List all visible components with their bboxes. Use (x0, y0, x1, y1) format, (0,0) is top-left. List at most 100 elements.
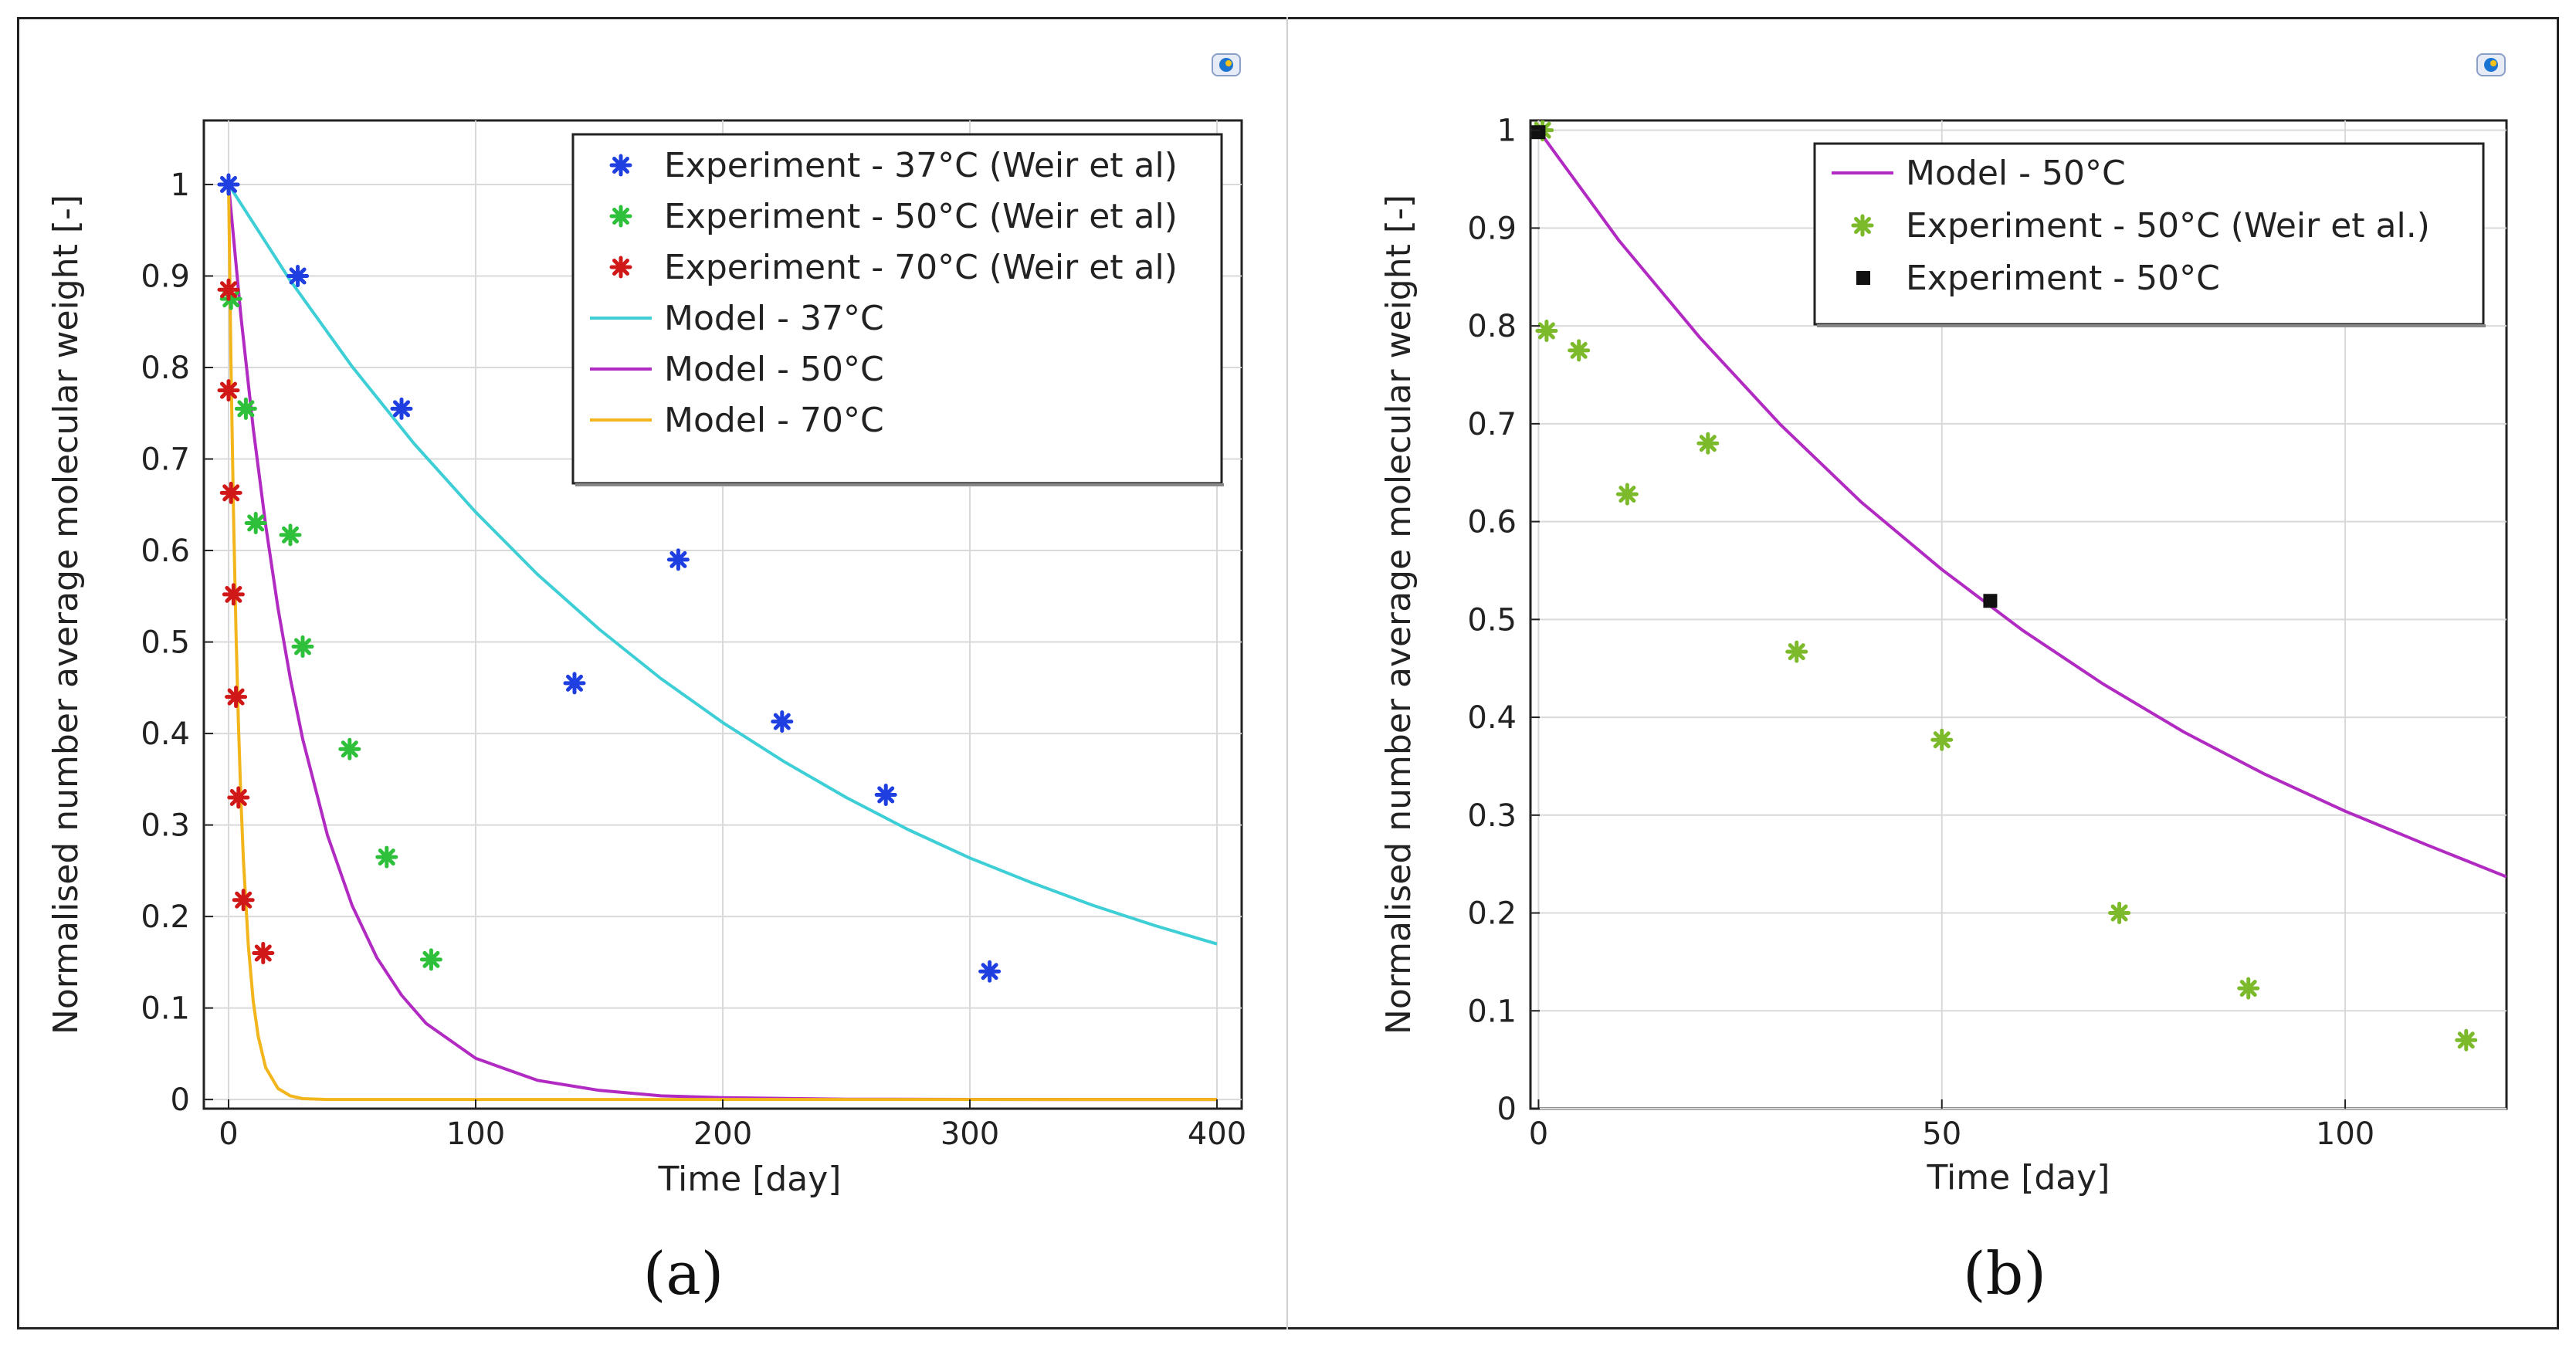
panel-b-legend-label: Experiment - 50°C (Weir et al.) (1906, 206, 2430, 246)
panel-a-y-tick-label: 0.8 (141, 351, 190, 386)
panel-a-y-tick-label: 0 (171, 1082, 190, 1118)
panel-a-legend-label: Experiment - 37°C (Weir et al) (664, 146, 1178, 185)
panel-a-series-1-point (279, 523, 302, 547)
panel-a-series-0-point (978, 960, 1002, 983)
panel-a-series-2-point (222, 583, 245, 606)
panel-a-series-5-line (227, 184, 1217, 1102)
panel-a-legend-label: Model - 37°C (664, 299, 884, 338)
panel-b-series-1-point (1535, 319, 1558, 342)
panel-a-legend-entries: Experiment - 37°C (Weir et al) Experiment… (590, 146, 1178, 440)
panel-a-y-tick-label: 0.3 (141, 808, 190, 844)
panel-b-series-2-square-point (1531, 125, 1546, 140)
panel-a-series-1-point (375, 845, 398, 869)
panel-a-x-tick-label: 100 (446, 1116, 505, 1152)
panel-b-y-tick-label: 0.8 (1467, 309, 1517, 344)
panel-b-series-1-point (1615, 483, 1639, 506)
panel-a-x-tick-label: 200 (693, 1116, 752, 1152)
panel-b-y-tick-label: 0.4 (1467, 700, 1517, 736)
panel-b-y-tick-label: 0.2 (1467, 896, 1517, 932)
panel-a-model-lines (227, 183, 1218, 1102)
panel-a-series-0-point (390, 397, 413, 420)
panel-divider (1286, 17, 1288, 1329)
panel-b: 0 50 100 0 0.1 0.2 0.3 0.4 0.5 0.6 0.7 0.8 0.9 1 Time… (1379, 53, 2508, 1308)
panel-b-legend-entries: Model - 50°C Experiment - 50°C (Weir et a… (1832, 154, 2430, 298)
panel-a-series-2-point (217, 379, 240, 402)
panel-b-legend-square-swatch (1856, 271, 1870, 285)
panel-a-y-tick-label: 0.2 (141, 899, 190, 935)
panel-b-y-axis-label: Normalised number average molecular weig… (1379, 195, 1418, 1035)
panel-a-series-0-point (771, 710, 794, 733)
panel-b-y-tick-label: 0.1 (1467, 994, 1517, 1029)
panel-a: 0 100 200 300 400 0 0.1 0.2 0.3 0.4 0.5 0.6 0.7 0.8 0.… (46, 53, 1246, 1308)
panel-a-legend-box (571, 133, 1223, 485)
panel-b-legend-box (1813, 142, 2485, 326)
panel-a-series-2-point (227, 786, 250, 809)
panel-b-x-tick-label: 100 (2316, 1116, 2374, 1152)
panel-a-series-2-point (219, 481, 242, 504)
legend-shadow (575, 483, 1224, 486)
panel-a-series-1-point (234, 397, 257, 420)
panel-a-series-0-point (874, 783, 897, 806)
panel-a-y-tick-label: 0.5 (141, 625, 190, 661)
panel-a-legend-star-swatch (609, 154, 632, 177)
panel-b-y-tick-label: 0.7 (1467, 407, 1517, 442)
panel-a-x-tick-label: 0 (219, 1116, 238, 1152)
panel-a-legend: Experiment - 37°C (Weir et al) Experiment… (571, 133, 1224, 486)
panel-a-x-tick-label: 300 (941, 1116, 999, 1152)
panel-a-y-tick-label: 0.1 (141, 991, 190, 1027)
panel-a-series-1-point (244, 511, 267, 534)
panel-a-series-0-point (217, 173, 240, 196)
panel-b-ticks: 0 50 100 0 0.1 0.2 0.3 0.4 0.5 0.6 0.7 0.8 0.9 1 (1467, 113, 2374, 1152)
panel-a-series-0-point (286, 264, 310, 287)
panel-a-y-axis-label: Normalised number average molecular weig… (46, 195, 86, 1035)
panel-b-legend-star-swatch (1851, 214, 1874, 237)
panel-a-series-2-point (252, 942, 275, 965)
panel-b-series-1-point (2108, 902, 2131, 925)
panel-b-legend: Model - 50°C Experiment - 50°C (Weir et a… (1813, 142, 2486, 327)
panel-b-y-tick-label: 0.6 (1467, 505, 1517, 540)
panel-b-x-tick-label: 0 (1529, 1116, 1548, 1152)
panel-b-series-0-line (1537, 129, 2507, 879)
panel-b-series-1-point (1785, 640, 1808, 663)
panel-a-legend-label: Experiment - 50°C (Weir et al) (664, 197, 1178, 236)
figure-frame (17, 17, 2559, 1329)
panel-a-series-1-point (338, 737, 361, 760)
panel-b-y-tick-label: 0.3 (1467, 798, 1517, 834)
panel-a-experiment-points (217, 173, 1002, 983)
panel-a-series-3-line (227, 183, 1218, 946)
panel-b-model-lines (1537, 129, 2507, 879)
panel-a-series-0-point (563, 672, 586, 695)
panel-a-series-0-point (666, 548, 690, 571)
legend-shadow (1817, 324, 2486, 327)
panel-b-x-tick-label: 50 (1922, 1116, 1961, 1152)
panel-a-series-2-point (225, 686, 248, 709)
panel-a-y-tick-label: 0.9 (141, 259, 190, 294)
panel-b-legend-label: Model - 50°C (1906, 154, 2126, 193)
panel-a-logo-icon (1212, 53, 1241, 76)
panel-a-series-2-point (232, 889, 255, 912)
panel-b-y-tick-label: 0.5 (1467, 602, 1517, 638)
panel-a-caption: (a) (643, 1239, 724, 1308)
panel-a-y-tick-label: 0.7 (141, 442, 190, 478)
panel-b-series-2-square-point (1983, 594, 1998, 608)
panel-a-x-tick-label: 400 (1188, 1116, 1246, 1152)
panel-b-series-1-point (1696, 432, 1720, 455)
panel-a-series-1-point (419, 948, 442, 971)
panel-a-series-1-point (291, 635, 314, 658)
panel-b-series-1-point (1568, 339, 1591, 362)
panel-a-y-tick-label: 0.6 (141, 533, 190, 569)
panel-b-series-1-point (2237, 977, 2260, 1000)
panel-a-legend-star-swatch (609, 256, 632, 279)
panel-a-legend-label: Model - 70°C (664, 401, 884, 440)
panel-a-legend-star-swatch (609, 205, 632, 228)
panel-a-legend-label: Experiment - 70°C (Weir et al) (664, 248, 1178, 287)
panel-b-y-tick-label: 0 (1497, 1092, 1517, 1127)
panel-a-y-tick-label: 1 (171, 168, 190, 203)
panel-b-caption: (b) (1963, 1239, 2046, 1308)
panel-b-y-tick-label: 1 (1497, 113, 1517, 149)
panel-b-series-1-point (2455, 1028, 2478, 1052)
panel-a-x-axis-label: Time [day] (658, 1160, 842, 1199)
panel-a-series-2-point (217, 278, 240, 301)
panel-b-legend-label: Experiment - 50°C (1906, 259, 2220, 298)
